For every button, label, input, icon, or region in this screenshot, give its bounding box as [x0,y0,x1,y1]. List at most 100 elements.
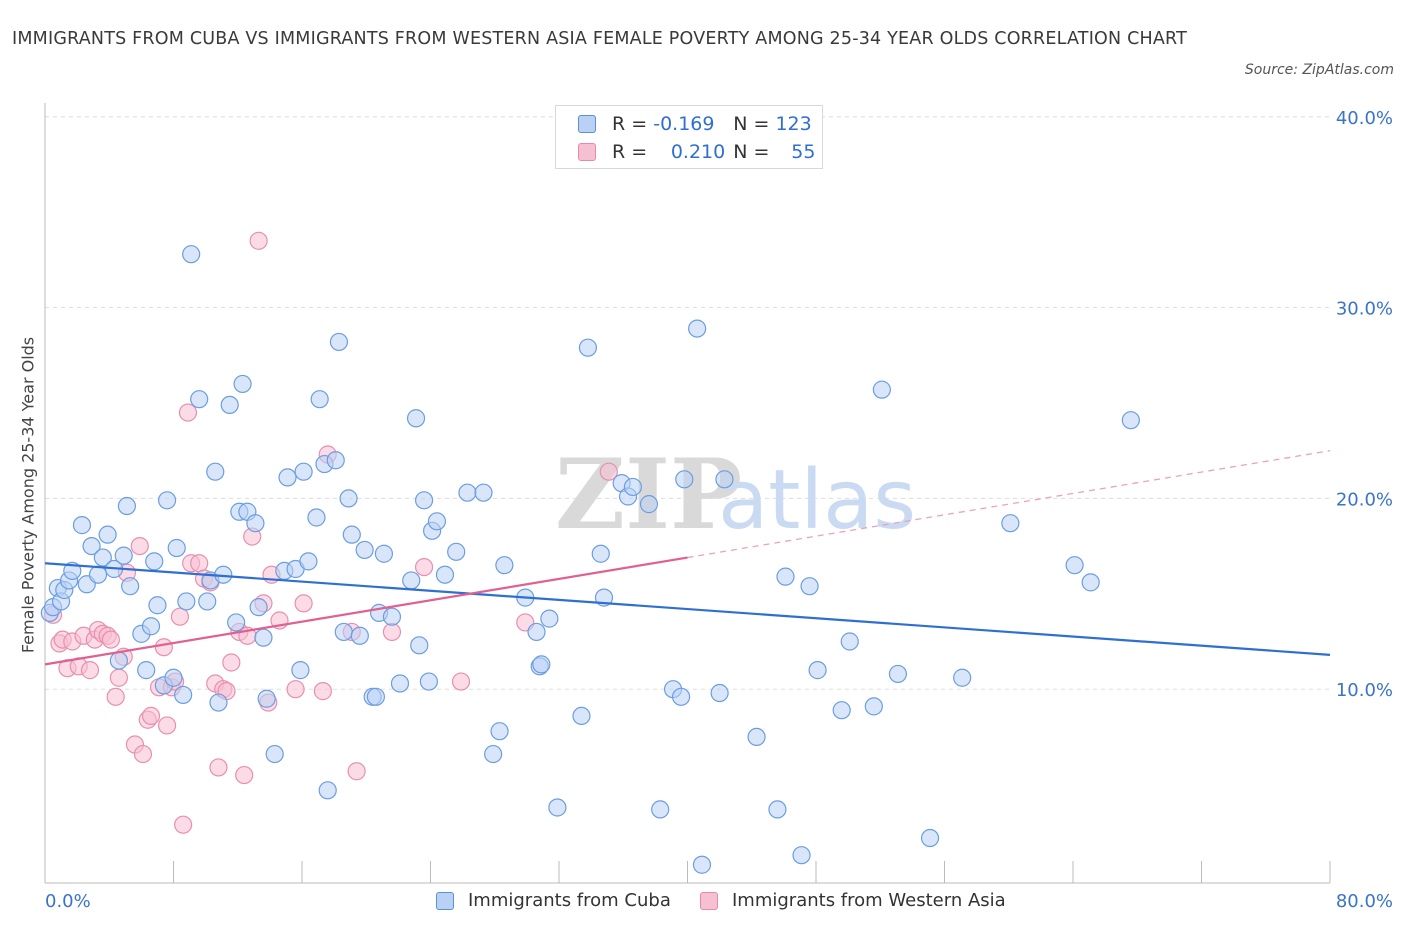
source-label: Source: ZipAtlas.com [1244,62,1394,78]
cuba-point [414,491,434,510]
cuba-point [776,567,795,586]
cuba-point [410,636,429,655]
western-asia-point [170,607,190,626]
watermark-atlas: atlas [718,453,916,548]
cuba-point [427,512,447,531]
cuba-point [167,538,186,558]
cuba-point [190,390,209,409]
cuba-point [888,664,908,684]
legend-r-value: 0.210 [670,141,726,163]
cuba-point [688,319,707,338]
cuba-point [137,661,156,680]
cuba-point [953,668,972,687]
cuba-point [474,483,493,502]
cuba-point [318,781,337,800]
legend-r-value: -0.169 [653,113,715,135]
x-tick-label: 80.0% [1336,891,1393,912]
legend-row-western-asia: R = 0.210 N = 55 [578,140,815,164]
legend-label-western-asia: Immigrants from Western Asia [732,890,1006,911]
cuba-point [490,722,509,741]
western-asia-point [130,536,149,556]
cuba-point [435,565,455,584]
y-tick-label: 30.0% [1336,299,1393,320]
cuba-point [339,489,358,508]
cuba-point [484,744,503,764]
cuba-point [164,668,183,687]
western-asia-points [43,231,618,834]
series-legend: Immigrants from Cuba Immigrants from Wes… [0,890,1406,914]
cuba-point [82,536,101,556]
cuba-point [578,338,598,357]
legend-r-label: R = [612,113,648,135]
cuba-point [249,598,268,617]
western-asia-point [249,231,268,250]
cuba-point [198,592,217,611]
cuba-point [419,672,438,691]
cuba-point [1121,411,1140,430]
cuba-point [872,380,891,399]
cuba-point [294,462,313,481]
cuba-point [458,483,477,502]
cuba-point [832,701,851,720]
cuba-point [145,552,164,571]
cuba-point [278,468,297,487]
cuba-point [808,661,827,680]
legend-n-value: 55 [791,141,816,163]
legend-swatch-western-asia [700,891,718,910]
cuba-point [342,525,361,544]
western-asia-trend-extension [687,450,1331,559]
chart-title: IMMIGRANTS FROM CUBA VS IMMIGRANTS FROM … [12,29,1188,49]
x-tick-label: 0.0% [45,891,91,912]
cuba-point [715,470,734,489]
cuba-point [495,556,514,575]
cuba-point [447,542,466,561]
cuba-point [355,540,374,560]
cuba-point [800,577,819,596]
western-asia-point [599,462,618,481]
cuba-point [220,395,239,415]
western-asia-point [209,758,228,777]
western-asia-trend-line [44,556,688,666]
cuba-point [148,596,167,615]
western-asia-point [106,687,125,706]
tick-labels: 10.0% 20.0% 30.0% 40.0% 0.0% 80.0% [45,108,1393,912]
cuba-point [141,617,161,636]
cuba-point [374,544,394,563]
cuba-point [572,706,591,726]
western-asia-point [235,765,254,785]
legend-label-cuba: Immigrants from Cuba [468,890,671,911]
legend-item-western-asia: Immigrants from Western Asia [700,890,1006,911]
cuba-point [671,687,691,706]
cuba-point [93,548,112,567]
cuba-point [254,628,273,647]
western-asia-point [414,557,434,577]
legend-swatch-cuba [436,891,454,910]
cuba-point [310,390,329,409]
western-asia-point [451,672,471,691]
western-asia-point [154,638,173,657]
cuba-point [326,451,345,470]
cuba-point [233,374,252,394]
cuba-point [72,516,92,535]
cuba-point [366,687,385,706]
cuba-point [1065,556,1084,575]
cuba-point [109,651,128,670]
cuba-point [88,565,108,584]
western-asia-point [294,594,313,613]
cuba-point [540,609,559,628]
cuba-point [402,571,421,590]
cuba-point [527,622,546,642]
cuba-point [920,828,940,848]
cuba-point [864,697,883,716]
cuba-point [768,800,787,819]
legend-swatch-cuba [578,115,596,133]
legend-item-cuba: Immigrants from Cuba [436,890,671,911]
western-asia-point [286,680,305,699]
western-asia-point [190,554,209,573]
cuba-point [63,561,82,581]
cuba-point [174,685,193,705]
cuba-point [382,607,402,626]
legend-row-cuba: R = -0.169 N = 123 [578,112,812,136]
legend-n-value: 123 [775,113,812,135]
